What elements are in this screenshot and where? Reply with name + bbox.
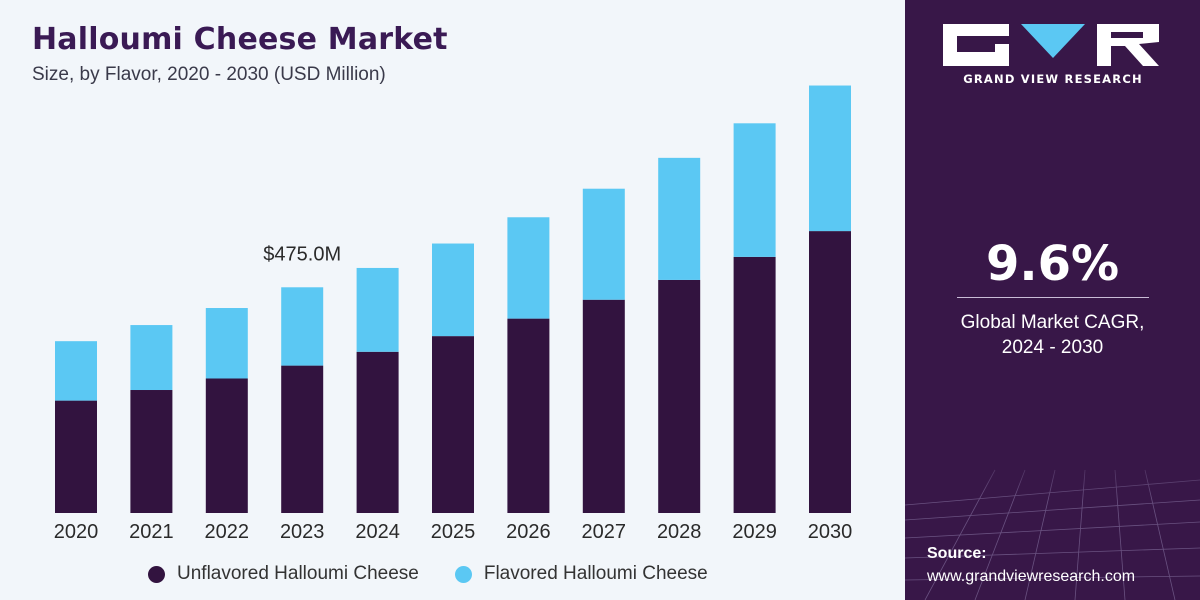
bar-flavored-2025 <box>432 243 474 337</box>
bar-unflavored-2022 <box>205 378 248 513</box>
bar-unflavored-2027 <box>582 299 625 513</box>
bar-flavored-2024 <box>356 267 399 352</box>
bar-flavored-2023 <box>281 287 324 366</box>
bar-flavored-2020 <box>55 341 97 401</box>
x-tick-2025: 2025 <box>431 521 476 543</box>
legend-label-unflavored: Unflavored Halloumi Cheese <box>177 563 419 584</box>
grid-floor-graphic <box>905 440 1200 600</box>
data-label-2023: $475.0M <box>263 243 341 265</box>
legend-swatch-unflavored <box>148 565 165 583</box>
bar-flavored-2029 <box>733 123 776 257</box>
legend-item-flavored: Flavored Halloumi Cheese <box>454 563 708 585</box>
chart-area: Halloumi Cheese Market Size, by Flavor, … <box>32 22 853 585</box>
legend: Unflavored Halloumi Cheese Flavored Hall… <box>148 563 744 585</box>
cagr-divider <box>957 297 1149 298</box>
bar-flavored-2021 <box>130 325 173 391</box>
gvr-logo-icon <box>943 24 1159 66</box>
x-tick-2026: 2026 <box>506 521 551 543</box>
bar-unflavored-2030 <box>809 231 851 513</box>
x-tick-2028: 2028 <box>657 521 702 543</box>
bar-flavored-2026 <box>507 217 550 319</box>
x-tick-2023: 2023 <box>280 521 325 543</box>
bar-unflavored-2021 <box>130 390 173 513</box>
x-tick-labels: 2020 2021 2022 2023 2024 2025 2026 2027 2028 2029… <box>54 521 853 543</box>
bar-chart: 2020 2021 2022 2023 2024 2025 2026 2027 2028 2029… <box>54 85 853 543</box>
chart-title: Halloumi Cheese Market <box>32 22 448 57</box>
x-tick-2027: 2027 <box>582 521 627 543</box>
bar-unflavored-2023 <box>281 365 324 513</box>
cagr-value: 9.6% <box>985 236 1120 292</box>
grand-view-research-logo: GRAND VIEW RESEARCH <box>943 22 1163 92</box>
chart-subtitle: Size, by Flavor, 2020 - 2030 (USD Millio… <box>32 64 386 85</box>
x-tick-2029: 2029 <box>732 521 777 543</box>
bar-flavored-2027 <box>582 188 625 300</box>
bars-group <box>55 85 851 513</box>
bar-flavored-2022 <box>205 308 248 379</box>
cagr-label-line1: Global Market CAGR, <box>960 312 1145 333</box>
x-tick-2030: 2030 <box>808 521 853 543</box>
source-title: Source: <box>927 545 987 562</box>
x-tick-2022: 2022 <box>205 521 250 543</box>
bar-unflavored-2025 <box>432 336 474 513</box>
bar-flavored-2030 <box>809 85 851 232</box>
x-tick-2024: 2024 <box>355 521 400 543</box>
bar-unflavored-2020 <box>55 400 97 513</box>
legend-label-flavored: Flavored Halloumi Cheese <box>483 563 708 584</box>
bar-flavored-2028 <box>658 157 701 280</box>
logo-text: GRAND VIEW RESEARCH <box>963 72 1143 86</box>
x-tick-2021: 2021 <box>129 521 174 543</box>
cagr-label: Global Market CAGR, 2024 - 2030 <box>905 310 1200 360</box>
source-url: www.grandviewresearch.com <box>927 568 1136 585</box>
annotations: $475.0M <box>263 243 341 265</box>
cagr-label-line2: 2024 - 2030 <box>1001 337 1104 358</box>
legend-item-unflavored: Unflavored Halloumi Cheese <box>148 563 419 585</box>
x-tick-2020: 2020 <box>54 521 99 543</box>
side-panel: GRAND VIEW RESEARCH 9.6% Global Market C… <box>905 0 1200 600</box>
bar-unflavored-2029 <box>733 256 776 513</box>
bar-unflavored-2026 <box>507 318 550 513</box>
bar-unflavored-2024 <box>356 351 399 513</box>
bar-unflavored-2028 <box>658 279 701 513</box>
legend-swatch-flavored <box>454 565 472 583</box>
